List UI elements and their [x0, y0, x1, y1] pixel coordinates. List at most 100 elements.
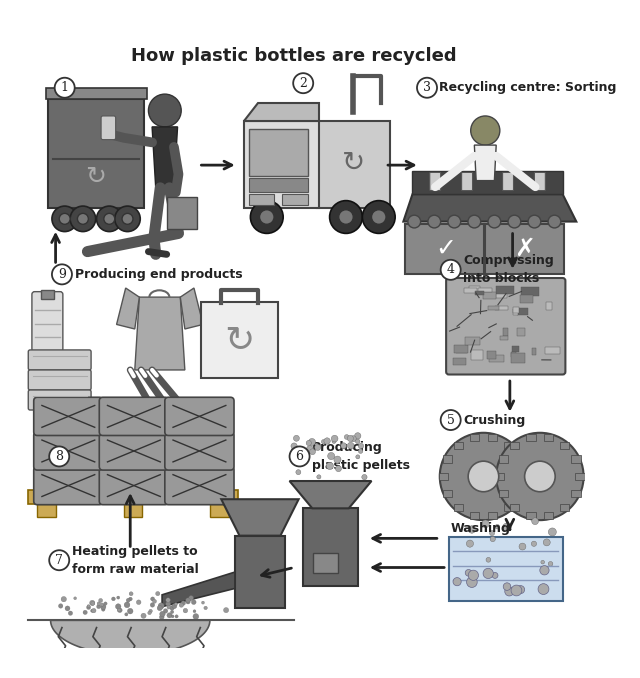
FancyBboxPatch shape — [313, 553, 338, 573]
FancyBboxPatch shape — [470, 512, 479, 519]
Circle shape — [86, 605, 91, 610]
Circle shape — [341, 444, 346, 449]
Circle shape — [70, 206, 95, 232]
Circle shape — [52, 264, 72, 284]
FancyBboxPatch shape — [527, 434, 536, 441]
Circle shape — [348, 442, 354, 449]
Circle shape — [104, 602, 107, 605]
Circle shape — [97, 206, 122, 232]
Circle shape — [150, 597, 155, 601]
Circle shape — [174, 603, 177, 606]
Polygon shape — [166, 197, 196, 229]
Circle shape — [492, 572, 498, 578]
Circle shape — [167, 613, 172, 618]
Circle shape — [508, 215, 521, 228]
Circle shape — [516, 586, 525, 594]
Text: Raw material: Raw material — [72, 450, 164, 463]
Circle shape — [543, 539, 550, 546]
FancyBboxPatch shape — [488, 512, 497, 519]
Circle shape — [324, 438, 330, 444]
Circle shape — [428, 215, 441, 228]
FancyBboxPatch shape — [510, 441, 520, 449]
Circle shape — [136, 600, 141, 605]
FancyBboxPatch shape — [519, 473, 528, 480]
Circle shape — [141, 613, 146, 618]
FancyBboxPatch shape — [28, 350, 91, 370]
Circle shape — [186, 599, 190, 604]
Text: 6: 6 — [296, 450, 303, 463]
Circle shape — [166, 598, 170, 602]
FancyBboxPatch shape — [124, 504, 142, 517]
FancyBboxPatch shape — [520, 296, 532, 302]
Circle shape — [91, 601, 95, 605]
FancyBboxPatch shape — [443, 490, 452, 498]
Circle shape — [306, 441, 312, 445]
FancyBboxPatch shape — [235, 536, 285, 608]
Circle shape — [538, 584, 549, 595]
Circle shape — [328, 452, 335, 460]
Circle shape — [158, 603, 164, 609]
FancyBboxPatch shape — [561, 441, 570, 449]
FancyBboxPatch shape — [510, 504, 520, 511]
Circle shape — [332, 435, 338, 442]
Circle shape — [340, 443, 346, 449]
Circle shape — [310, 449, 316, 455]
Circle shape — [291, 447, 298, 454]
Circle shape — [170, 610, 173, 614]
FancyBboxPatch shape — [456, 346, 467, 353]
Circle shape — [440, 433, 527, 520]
FancyBboxPatch shape — [495, 306, 508, 311]
Circle shape — [344, 435, 349, 439]
Circle shape — [358, 443, 364, 449]
FancyBboxPatch shape — [561, 504, 570, 511]
Circle shape — [149, 610, 152, 613]
Circle shape — [126, 598, 130, 602]
Circle shape — [129, 597, 132, 601]
FancyBboxPatch shape — [449, 538, 563, 601]
FancyBboxPatch shape — [101, 116, 116, 140]
FancyBboxPatch shape — [454, 344, 468, 353]
Circle shape — [315, 444, 321, 450]
Circle shape — [294, 435, 300, 441]
Circle shape — [339, 210, 353, 224]
Circle shape — [296, 470, 301, 475]
Circle shape — [87, 605, 90, 607]
Circle shape — [97, 602, 100, 605]
Circle shape — [124, 602, 130, 607]
FancyBboxPatch shape — [34, 466, 103, 504]
Text: 5: 5 — [447, 414, 454, 426]
FancyBboxPatch shape — [504, 441, 513, 449]
Circle shape — [186, 598, 190, 603]
FancyBboxPatch shape — [478, 288, 492, 292]
Text: ✓: ✓ — [436, 237, 456, 261]
FancyBboxPatch shape — [495, 473, 504, 480]
FancyBboxPatch shape — [201, 302, 278, 378]
FancyBboxPatch shape — [454, 504, 463, 511]
Text: ↻: ↻ — [342, 148, 365, 176]
Polygon shape — [162, 572, 235, 607]
Circle shape — [321, 439, 326, 444]
FancyBboxPatch shape — [521, 287, 539, 296]
Circle shape — [104, 214, 115, 224]
Circle shape — [468, 570, 479, 580]
Text: How plastic bottles are recycled: How plastic bottles are recycled — [131, 47, 457, 65]
FancyBboxPatch shape — [454, 441, 463, 449]
Polygon shape — [116, 288, 140, 329]
Circle shape — [519, 543, 526, 550]
Circle shape — [172, 603, 177, 609]
FancyBboxPatch shape — [248, 129, 308, 176]
FancyBboxPatch shape — [446, 278, 565, 374]
FancyBboxPatch shape — [496, 293, 507, 298]
Circle shape — [127, 608, 133, 614]
Circle shape — [183, 608, 188, 613]
FancyBboxPatch shape — [500, 336, 508, 340]
Polygon shape — [152, 127, 177, 188]
Circle shape — [548, 215, 561, 228]
Circle shape — [468, 215, 481, 228]
FancyBboxPatch shape — [439, 473, 448, 480]
Circle shape — [511, 585, 522, 596]
Circle shape — [293, 73, 313, 93]
Circle shape — [448, 215, 461, 228]
FancyBboxPatch shape — [165, 397, 234, 435]
FancyBboxPatch shape — [504, 504, 513, 511]
